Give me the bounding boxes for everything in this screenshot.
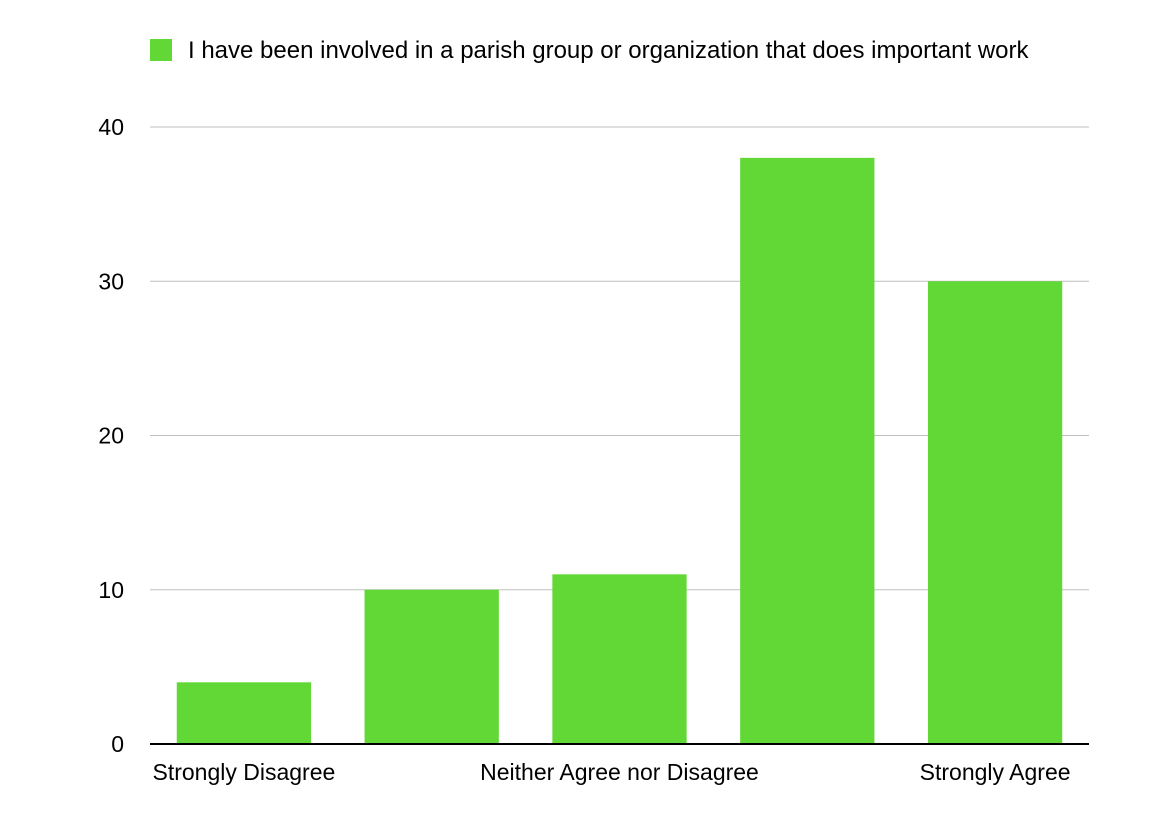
y-tick-label: 20 <box>98 423 124 449</box>
x-category-label: Neither Agree nor Disagree <box>480 759 759 785</box>
bar <box>176 682 312 744</box>
bars <box>176 157 1063 745</box>
bar <box>927 281 1063 744</box>
legend-label: I have been involved in a parish group o… <box>188 37 1030 64</box>
bar <box>552 574 687 744</box>
legend: I have been involved in a parish group o… <box>150 37 1030 64</box>
x-axis-labels: Strongly Disagree Neither Agree nor Disag… <box>152 759 1070 785</box>
y-tick-label: 30 <box>98 268 124 294</box>
y-tick-label: 40 <box>98 114 124 140</box>
y-tick-label: 10 <box>98 577 124 603</box>
bar <box>740 157 875 745</box>
legend-swatch <box>150 39 172 61</box>
y-axis-ticks: 0 10 20 30 40 <box>98 114 124 757</box>
bar <box>364 589 499 744</box>
x-category-label: Strongly Agree <box>920 759 1071 785</box>
x-category-label: Strongly Disagree <box>152 759 335 785</box>
y-tick-label: 0 <box>111 731 124 757</box>
